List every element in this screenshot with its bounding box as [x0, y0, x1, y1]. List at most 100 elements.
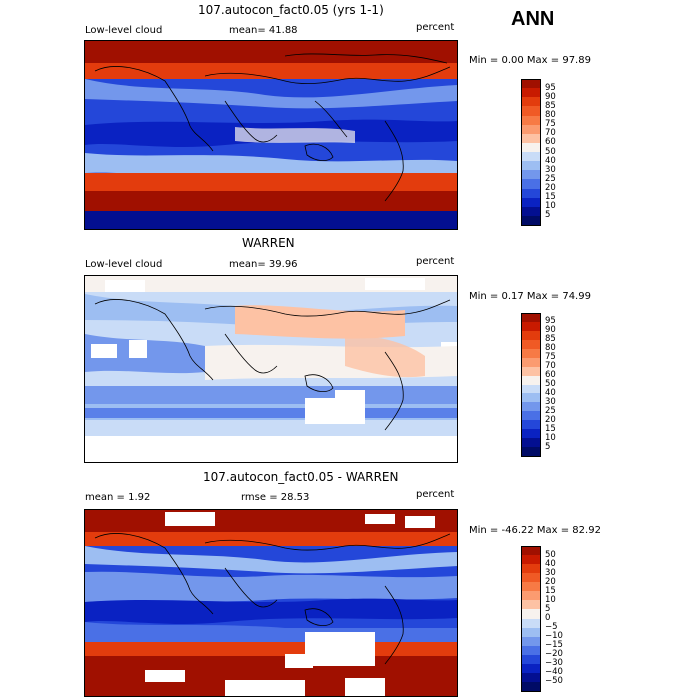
colorbar-tick-label: −5 — [545, 622, 558, 633]
colorbar-tick-label: 30 — [545, 396, 556, 407]
colorbar-swatch — [521, 438, 541, 448]
colorbar-swatch — [521, 447, 541, 457]
colorbar-tick-label: 70 — [545, 361, 556, 372]
colorbar-swatch — [521, 115, 541, 126]
colorbar-tick-label: 40 — [545, 155, 556, 166]
panel-title: 107.autocon_fact0.05 (yrs 1-1) — [198, 3, 384, 17]
colorbar-swatch — [521, 546, 541, 556]
colorbar: 95 90 85 80 75 70 60 50 40 30 25 20 15 10 5 — [521, 313, 581, 457]
colorbar-tick-label: 40 — [545, 558, 556, 569]
colorbar-swatch — [521, 170, 541, 180]
minmax-label: Min = -46.22 Max = 82.92 — [469, 525, 601, 536]
minmax-label: Min = 0.17 Max = 74.99 — [469, 291, 591, 302]
units-label: percent — [416, 489, 455, 500]
colorbar-tick-label: 75 — [545, 119, 556, 130]
colorbar-swatch — [521, 142, 541, 153]
colorbar-swatch — [521, 97, 541, 107]
colorbar-swatch — [521, 206, 541, 217]
colorbar-tick-label: −40 — [545, 667, 563, 678]
colorbar-tick-label: 75 — [545, 352, 556, 363]
colorbar-tick-label: 5 — [545, 603, 551, 614]
colorbar-tick-label: 25 — [545, 405, 556, 416]
colorbar-swatch — [521, 591, 541, 601]
colorbar-swatch — [521, 645, 541, 656]
colorbar-tick-label: 80 — [545, 110, 556, 120]
colorbar-swatch — [521, 313, 541, 323]
colorbar-swatch — [521, 124, 541, 135]
colorbar-tick-label: 15 — [545, 423, 556, 434]
colorbar-tick-label: 10 — [545, 432, 556, 443]
colorbar-swatch — [521, 330, 541, 341]
colorbar-tick-label: 10 — [545, 594, 556, 605]
colorbar-swatch — [521, 654, 541, 665]
colorbar-swatch — [521, 384, 541, 394]
colorbar-tick-label: 90 — [545, 325, 556, 336]
colorbar-tick-label: 50 — [545, 146, 556, 157]
colorbar-tick-label: 20 — [545, 576, 556, 587]
colorbar: 50 40 30 20 15 10 5 0 −5 −10 −15 −20 −30 −40 −50 — [521, 546, 581, 692]
colorbar-swatch — [521, 152, 541, 162]
map-model — [84, 40, 458, 230]
colorbar-swatch — [521, 366, 541, 377]
colorbar-tick-label: −50 — [545, 676, 563, 687]
colorbar-swatch — [521, 429, 541, 439]
colorbar-swatch — [521, 348, 541, 359]
map-observation — [84, 275, 458, 463]
colorbar-swatch — [521, 555, 541, 565]
colorbar-swatch — [521, 339, 541, 350]
colorbar-swatch — [521, 672, 541, 683]
colorbar-swatch — [521, 88, 541, 98]
colorbar-swatch — [521, 188, 541, 199]
colorbar-swatch — [521, 564, 541, 574]
colorbar-swatch — [521, 636, 541, 647]
colorbar-tick-label: 85 — [545, 334, 556, 345]
minmax-label: Min = 0.00 Max = 97.89 — [469, 55, 591, 66]
colorbar-swatch — [521, 402, 541, 412]
colorbar-tick-label: −30 — [545, 658, 563, 669]
colorbar-tick-label: 40 — [545, 387, 556, 398]
colorbar-tick-label: 80 — [545, 343, 556, 354]
colorbar-swatch — [521, 215, 541, 226]
colorbar-swatch — [521, 681, 541, 692]
colorbar-swatch — [521, 600, 541, 610]
colorbar-tick-label: 20 — [545, 183, 556, 193]
panel-title: WARREN — [242, 236, 295, 250]
colorbar-tick-label: 15 — [545, 192, 556, 203]
colorbar-swatch — [521, 420, 541, 430]
colorbar-tick-label: 30 — [545, 164, 556, 175]
colorbar-swatch — [521, 573, 541, 583]
variable-label: Low-level cloud — [85, 25, 163, 36]
colorbar-tick-label: 20 — [545, 414, 556, 425]
colorbar-tick-label: 10 — [545, 201, 556, 212]
colorbar-swatch — [521, 375, 541, 385]
colorbar-tick-label: 70 — [545, 128, 556, 139]
map-difference — [84, 509, 458, 697]
colorbar-swatch — [521, 663, 541, 674]
colorbar-tick-label: 95 — [545, 82, 556, 93]
colorbar-swatch — [521, 133, 541, 144]
mean-label: mean= 39.96 — [229, 259, 298, 270]
units-label: percent — [416, 22, 455, 33]
colorbar-tick-label: −15 — [545, 640, 563, 651]
season-label: ANN — [511, 8, 555, 30]
colorbar-swatch — [521, 357, 541, 368]
colorbar-swatch — [521, 609, 541, 619]
colorbar-tick-label: 25 — [545, 173, 556, 184]
colorbar-tick-label: 5 — [545, 441, 551, 452]
colorbar-tick-label: 0 — [545, 613, 551, 623]
colorbar-swatch — [521, 582, 541, 592]
units-label: percent — [416, 256, 455, 267]
colorbar-tick-label: −10 — [545, 631, 563, 642]
colorbar-swatch — [521, 79, 541, 89]
variable-label: Low-level cloud — [85, 259, 163, 270]
colorbar-swatch — [521, 393, 541, 403]
colorbar-tick-label: 60 — [545, 137, 556, 148]
panel-title: 107.autocon_fact0.05 - WARREN — [203, 470, 399, 484]
rmse-label: rmse = 28.53 — [241, 492, 310, 503]
colorbar-tick-label: 5 — [545, 210, 551, 221]
colorbar-swatch — [521, 179, 541, 189]
colorbar-tick-label: 15 — [545, 585, 556, 596]
colorbar-tick-label: 30 — [545, 567, 556, 578]
mean-label: mean = 1.92 — [85, 492, 151, 503]
colorbar-swatch — [521, 197, 541, 208]
